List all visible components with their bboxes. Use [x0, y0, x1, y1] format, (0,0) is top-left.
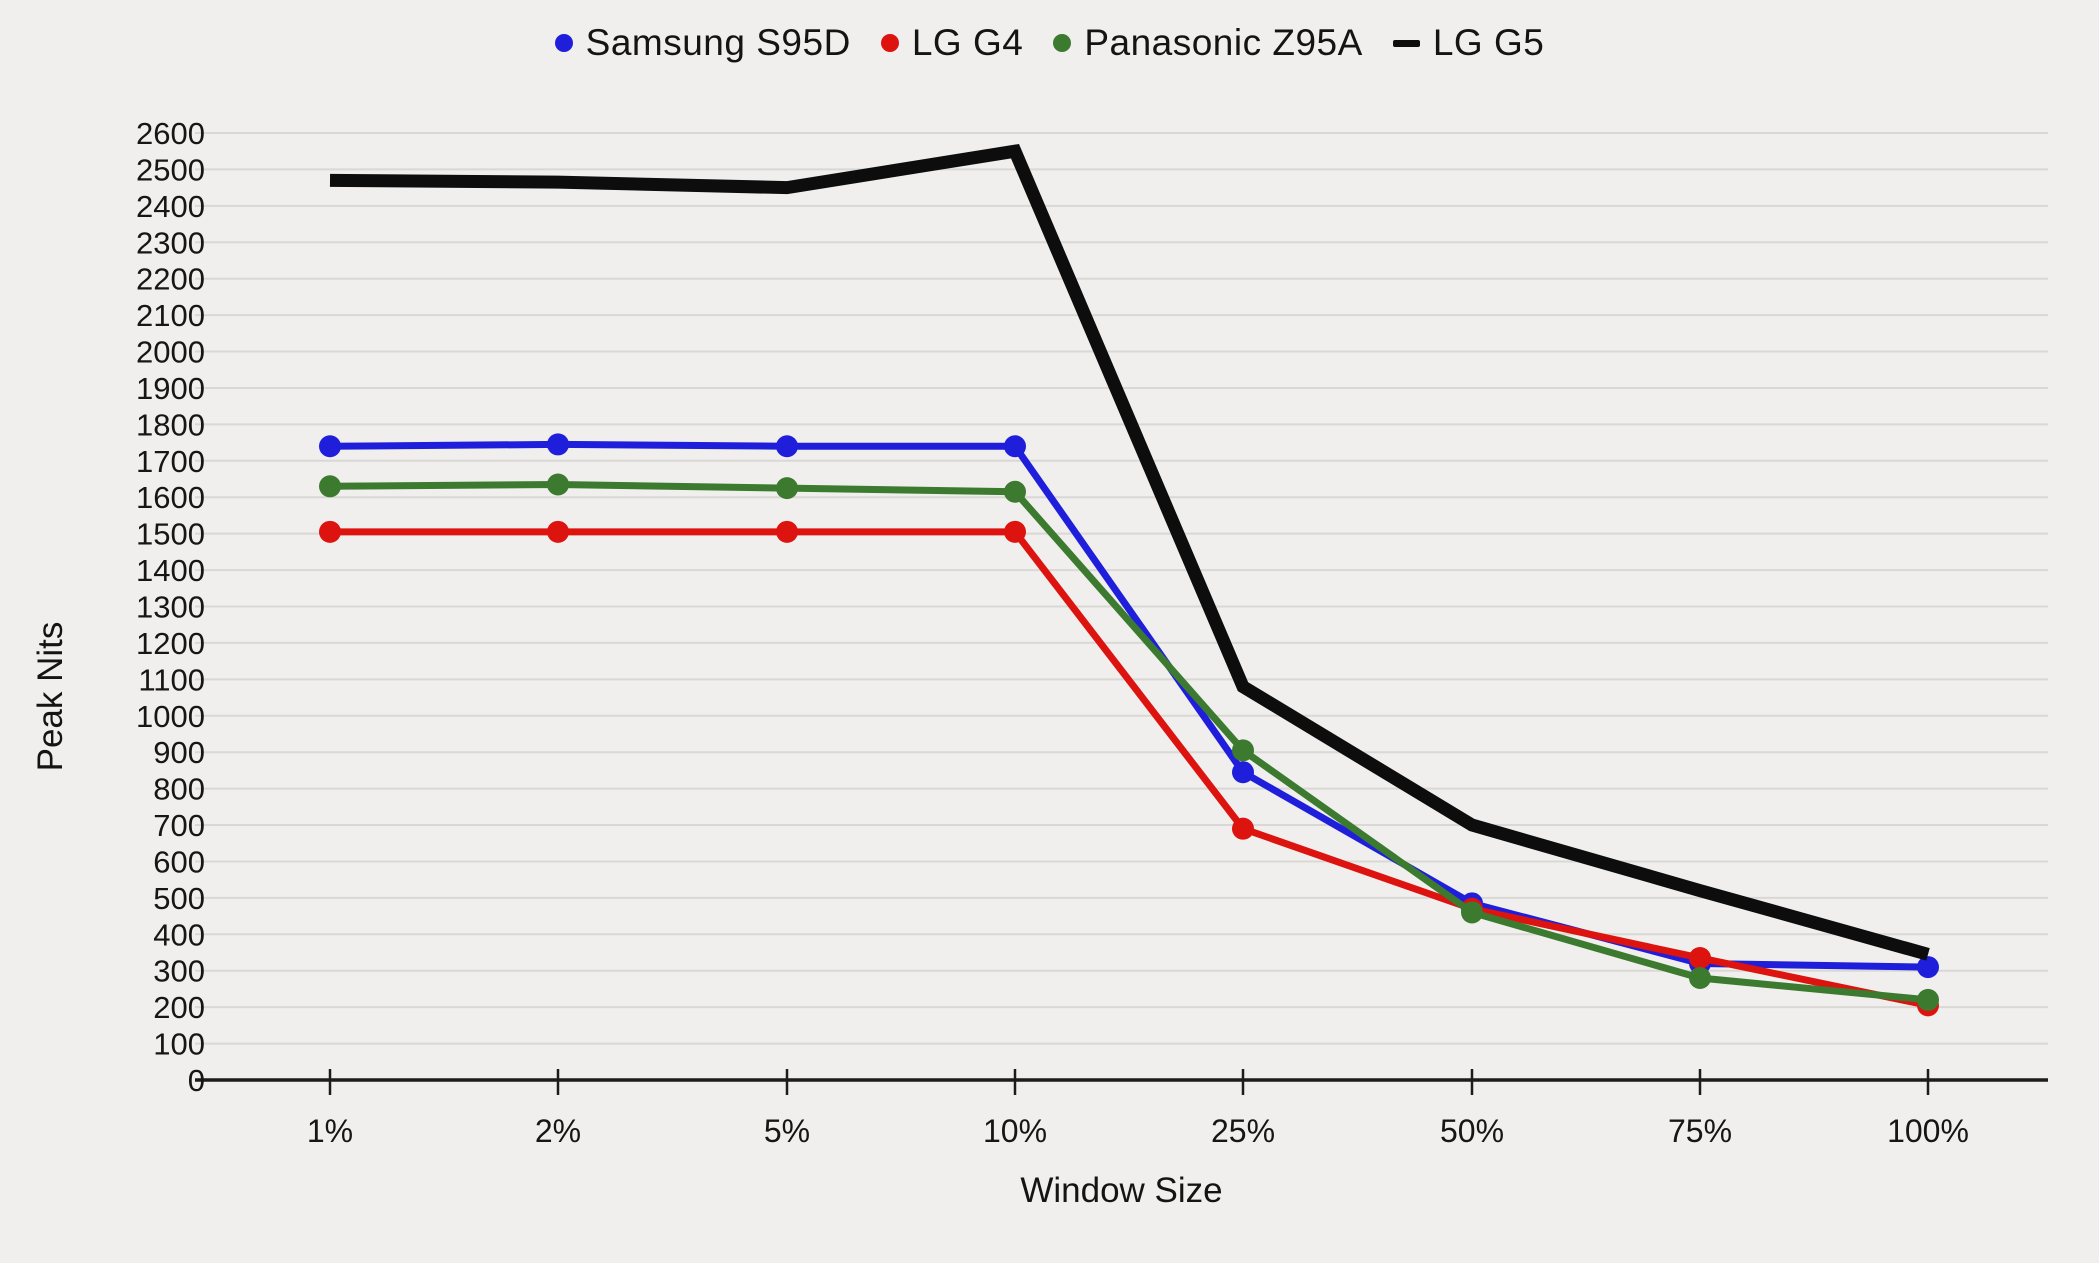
legend-dot-icon — [554, 34, 573, 52]
y-tick-label: 900 — [153, 735, 205, 770]
data-point-panasonic-z95a — [1461, 901, 1483, 924]
x-tick-label: 2% — [535, 1113, 581, 1149]
y-tick-label: 500 — [153, 881, 205, 916]
legend-item-samsung-s95d: Samsung S95D — [554, 22, 851, 64]
y-tick-label: 2500 — [136, 152, 205, 187]
data-point-samsung-s95d — [1917, 956, 1939, 979]
x-tick-label: 10% — [983, 1113, 1047, 1149]
y-tick-label: 1100 — [138, 662, 205, 697]
y-tick-label: 1600 — [136, 480, 205, 515]
series-line-panasonic-z95a — [329, 480, 1929, 1004]
legend-dot-icon — [880, 34, 899, 52]
legend-item-panasonic-z95a: Panasonic Z95A — [1053, 22, 1363, 64]
data-point-panasonic-z95a — [776, 477, 798, 500]
series-line-samsung-s95d — [329, 440, 1929, 971]
y-tick-label: 1300 — [136, 590, 205, 625]
y-tick-label: 300 — [153, 954, 205, 989]
data-point-lg-g4 — [319, 520, 341, 543]
y-tick-label: 2600 — [136, 116, 205, 151]
x-tick-label: 75% — [1668, 1113, 1732, 1149]
y-tick-label: 2300 — [136, 225, 205, 260]
data-point-lg-g4 — [1232, 817, 1254, 840]
data-point-panasonic-z95a — [319, 475, 341, 498]
y-tick-label: 1500 — [136, 517, 205, 552]
data-point-samsung-s95d — [1004, 435, 1026, 458]
data-point-lg-g4 — [776, 520, 798, 543]
y-tick-label: 1200 — [136, 626, 205, 661]
y-tick-label: 1900 — [136, 371, 205, 406]
y-tick-label: 600 — [153, 844, 205, 879]
y-tick-label: 1700 — [136, 444, 205, 479]
y-tick-label: 1000 — [136, 699, 205, 734]
y-tick-label: 1800 — [136, 407, 205, 442]
legend-item-lg-g4: LG G4 — [880, 22, 1024, 64]
chart-legend: Samsung S95D LG G4 Panasonic Z95A LG G5 — [0, 22, 2099, 64]
data-point-lg-g4 — [547, 520, 569, 543]
legend-item-lg-g5: LG G5 — [1392, 22, 1545, 64]
x-tick-label: 100% — [1887, 1113, 1969, 1149]
data-point-samsung-s95d — [547, 433, 569, 456]
x-tick-label: 25% — [1211, 1113, 1275, 1149]
legend-label: Samsung S95D — [585, 22, 851, 63]
legend-label: LG G5 — [1432, 22, 1545, 63]
y-tick-label: 400 — [153, 917, 205, 952]
x-tick-label: 5% — [764, 1113, 810, 1149]
legend-dot-icon — [1053, 34, 1072, 52]
data-point-samsung-s95d — [319, 435, 341, 458]
data-point-panasonic-z95a — [1004, 480, 1026, 503]
data-point-panasonic-z95a — [1232, 739, 1254, 762]
legend-label: Panasonic Z95A — [1084, 22, 1363, 63]
data-point-samsung-s95d — [776, 435, 798, 458]
y-tick-label: 800 — [153, 772, 205, 807]
data-point-lg-g4 — [1004, 520, 1026, 543]
data-point-lg-g4 — [1689, 946, 1711, 969]
x-axis-title: Window Size — [1020, 1171, 1222, 1210]
data-point-panasonic-z95a — [1689, 967, 1711, 990]
y-axis-title: Peak Nits — [31, 622, 70, 772]
data-point-panasonic-z95a — [547, 473, 569, 496]
y-tick-label: 2200 — [136, 262, 205, 297]
legend-label: LG G4 — [911, 22, 1024, 63]
y-tick-label: 1400 — [136, 553, 205, 588]
x-tick-label: 50% — [1440, 1113, 1504, 1149]
data-point-panasonic-z95a — [1917, 988, 1939, 1011]
y-tick-label: 700 — [153, 808, 205, 843]
y-tick-label: 0 — [188, 1063, 205, 1098]
legend-dash-icon — [1392, 39, 1420, 47]
series-line-lg-g4 — [330, 528, 1929, 1009]
series-line-lg-g5 — [329, 143, 1930, 961]
y-tick-label: 2400 — [136, 189, 205, 224]
x-tick-label: 1% — [307, 1113, 353, 1149]
y-tick-label: 2000 — [136, 335, 205, 370]
y-tick-label: 100 — [153, 1027, 205, 1062]
y-tick-label: 2100 — [136, 298, 205, 333]
y-tick-label: 200 — [153, 990, 205, 1025]
data-point-samsung-s95d — [1232, 761, 1254, 784]
